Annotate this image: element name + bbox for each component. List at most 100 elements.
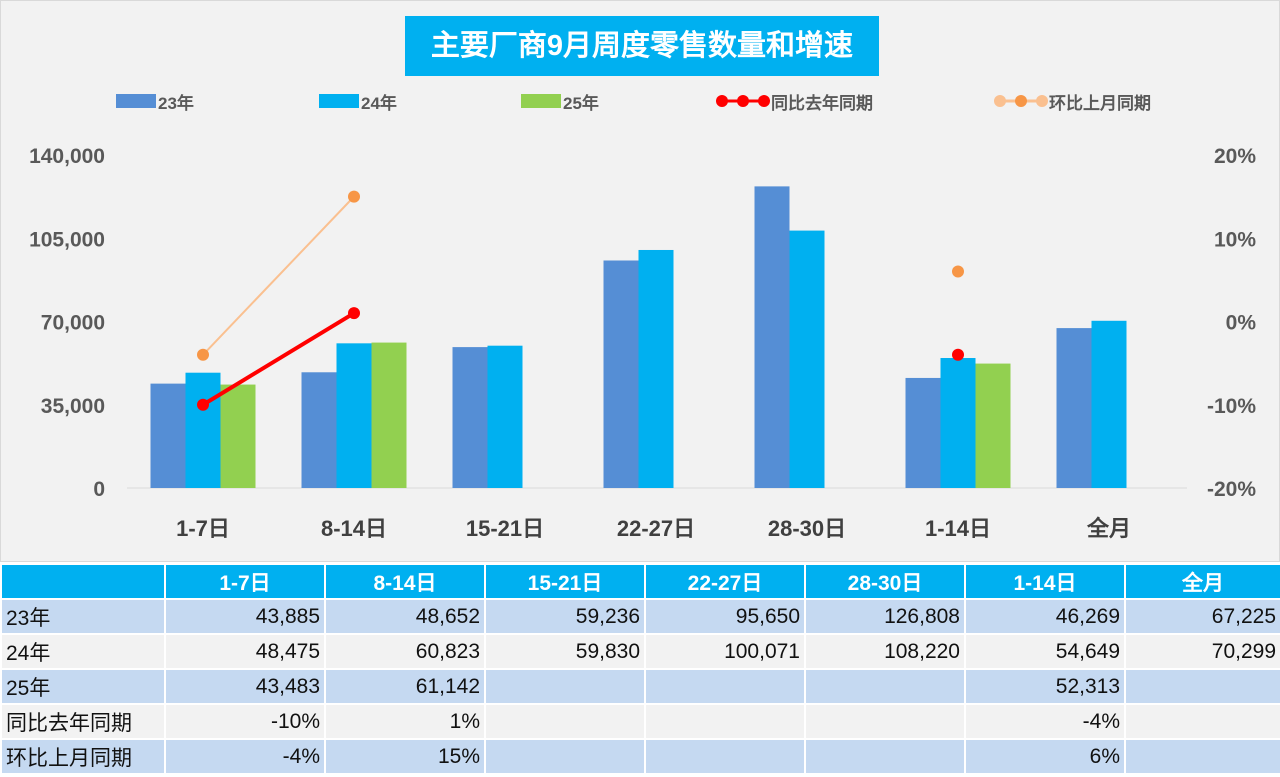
bar-24年: [487, 345, 523, 488]
legend-line-marker: [994, 95, 1048, 107]
table-row: 环比上月同期 -4% 15% 6%: [0, 738, 1280, 775]
legend-item: 同比去年同期: [715, 89, 873, 113]
y2-tick-label: 10%: [1214, 228, 1256, 251]
x-tick-label: 全月: [1086, 516, 1131, 541]
table-header-row: 1-7日 8-14日 15-21日 22-27日 28-30日 1-14日 全月: [0, 563, 1280, 600]
table-cell: 48,652: [324, 598, 486, 635]
table-cell: 60,823: [324, 633, 486, 670]
bar-24年: [789, 230, 825, 488]
table-cell: 126,808: [804, 598, 966, 635]
legend-label: 环比上月同期: [1049, 93, 1151, 113]
column-header: [0, 563, 166, 600]
legend-label: 24年: [361, 93, 397, 113]
table-cell: [644, 738, 806, 775]
row-label: 环比上月同期: [0, 738, 166, 775]
table-row: 同比去年同期 -10% 1% -4%: [0, 703, 1280, 740]
x-tick-label: 1-7日: [176, 516, 230, 541]
chart-title: 主要厂商9月周度零售数量和增速: [405, 16, 879, 76]
x-tick-label: 28-30日: [768, 516, 846, 541]
table-cell: 108,220: [804, 633, 966, 670]
point-环比上月同期: [348, 190, 360, 203]
table-cell: 61,142: [324, 668, 486, 705]
bar-23年: [905, 377, 941, 488]
table-cell: 54,649: [964, 633, 1126, 670]
table-cell: [484, 738, 646, 775]
y-tick-label: 140,000: [29, 145, 105, 168]
column-header: 全月: [1124, 563, 1280, 600]
legend-swatch: [521, 94, 561, 108]
bar-24年: [185, 372, 221, 488]
table-cell: 6%: [964, 738, 1126, 775]
plot: 140,000 105,000 70,000 35,000 0 20% 10% 0% -10% -…: [29, 145, 1257, 541]
legend-item: 环比上月同期: [993, 89, 1151, 113]
x-tick-label: 15-21日: [466, 516, 544, 541]
bar-24年: [1091, 320, 1127, 488]
row-label: 同比去年同期: [0, 703, 166, 740]
bar-23年: [150, 383, 186, 488]
legend-line-marker: [716, 95, 770, 107]
point-同比去年同期: [197, 398, 209, 411]
legend-label: 同比去年同期: [771, 93, 873, 113]
table-row: 25年 43,483 61,142 52,313: [0, 668, 1280, 705]
bar-23年: [1056, 328, 1092, 488]
table-cell: [484, 668, 646, 705]
table-cell: [804, 703, 966, 740]
table-cell: 1%: [324, 703, 486, 740]
column-header: 15-21日: [484, 563, 646, 600]
bar-25年: [371, 342, 407, 488]
y2-tick-label: 0%: [1226, 312, 1257, 335]
row-label: 23年: [0, 598, 166, 635]
table-cell: 95,650: [644, 598, 806, 635]
y2-tick-label: 20%: [1214, 145, 1256, 168]
table-cell: [1124, 738, 1280, 775]
table-cell: [1124, 668, 1280, 705]
table-cell: 70,299: [1124, 633, 1280, 670]
table-cell: 43,885: [164, 598, 326, 635]
bar-23年: [754, 186, 790, 488]
table-cell: [1124, 703, 1280, 740]
point-环比上月同期: [952, 265, 964, 278]
table-cell: [644, 668, 806, 705]
table-cell: [484, 703, 646, 740]
x-tick-label: 1-14日: [925, 516, 991, 541]
y-tick-label: 35,000: [41, 395, 105, 418]
y-tick-label: 70,000: [41, 312, 105, 335]
legend-item: 23年: [116, 89, 194, 113]
point-环比上月同期: [197, 348, 209, 361]
table-cell: 43,483: [164, 668, 326, 705]
bar-24年: [336, 343, 372, 488]
table-cell: 52,313: [964, 668, 1126, 705]
row-label: 25年: [0, 668, 166, 705]
table-cell: 48,475: [164, 633, 326, 670]
x-tick-label: 8-14日: [321, 516, 387, 541]
table-cell: -4%: [164, 738, 326, 775]
bar-24年: [940, 358, 976, 488]
table-row: 24年 48,475 60,823 59,830 100,071 108,220 54,64…: [0, 633, 1280, 670]
point-同比去年同期: [348, 307, 360, 320]
column-header: 22-27日: [644, 563, 806, 600]
line-segment-同比去年同期: [201, 311, 356, 407]
table-cell: 100,071: [644, 633, 806, 670]
table-cell: 46,269: [964, 598, 1126, 635]
legend-item: 24年: [319, 89, 397, 113]
table-cell: 59,236: [484, 598, 646, 635]
x-tick-label: 22-27日: [617, 516, 695, 541]
legend-label: 25年: [563, 93, 599, 113]
y2-tick-label: -10%: [1207, 395, 1256, 418]
bar-24年: [638, 249, 674, 488]
y-tick-label: 0: [93, 478, 105, 501]
y2-tick-label: -20%: [1207, 478, 1256, 501]
row-label: 24年: [0, 633, 166, 670]
legend-item: 25年: [521, 89, 599, 113]
column-header: 28-30日: [804, 563, 966, 600]
legend-swatch: [116, 94, 156, 108]
table-cell: 15%: [324, 738, 486, 775]
bar-25年: [975, 363, 1011, 488]
table-cell: [804, 668, 966, 705]
table-cell: 59,830: [484, 633, 646, 670]
y-tick-label: 105,000: [29, 228, 105, 251]
column-header: 1-7日: [164, 563, 326, 600]
column-header: 1-14日: [964, 563, 1126, 600]
point-同比去年同期: [952, 348, 964, 361]
table-cell: [804, 738, 966, 775]
